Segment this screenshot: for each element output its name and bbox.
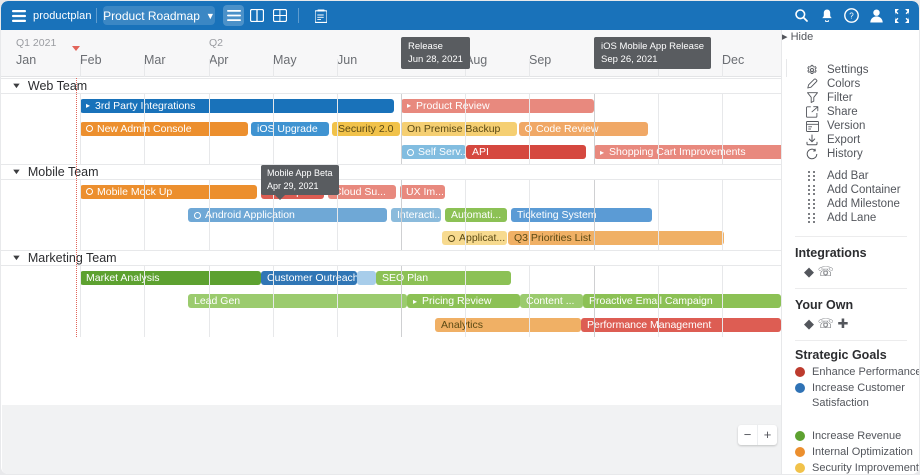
svg-text:?: ?: [849, 12, 854, 21]
